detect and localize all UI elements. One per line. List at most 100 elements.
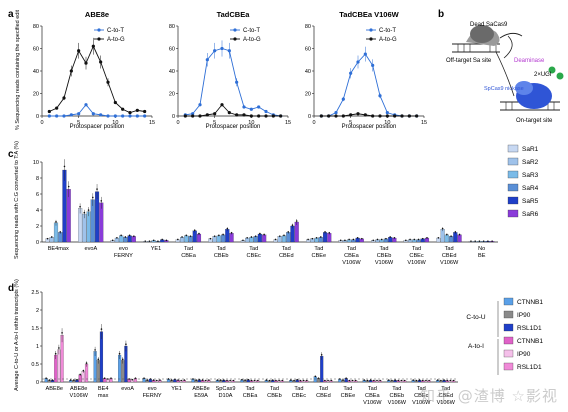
replicate-dot xyxy=(226,379,228,382)
y-tick-label: 0 xyxy=(36,240,39,246)
data-point xyxy=(341,97,345,101)
legend-swatch xyxy=(503,323,514,332)
y-tick-label: 2 xyxy=(36,224,39,230)
replicate-dot xyxy=(46,237,49,240)
data-point xyxy=(143,109,147,114)
replicate-dot xyxy=(354,379,357,382)
data-point xyxy=(69,113,73,117)
category-label: Tad xyxy=(184,246,193,252)
replicate-dot xyxy=(372,239,375,242)
group-label-atoi: A-to-I xyxy=(468,343,484,350)
replicate-dot xyxy=(58,347,60,349)
category-label: ABE8e xyxy=(46,386,63,392)
data-point xyxy=(143,114,147,118)
data-point xyxy=(198,114,202,118)
legend-label: IP90 xyxy=(517,351,531,358)
replicate-dot xyxy=(82,369,85,372)
replicate-dot xyxy=(287,231,290,233)
chart-title: ABE8e xyxy=(85,10,109,19)
replicate-dot xyxy=(159,379,161,381)
replicate-dot xyxy=(412,379,415,381)
replicate-dot xyxy=(452,379,455,382)
replicate-dot xyxy=(385,237,387,240)
replicate-dot xyxy=(128,378,130,380)
data-point xyxy=(235,80,239,84)
replicate-dot xyxy=(441,227,444,230)
category-label: CBEc xyxy=(409,253,424,259)
replicate-dot xyxy=(79,373,81,376)
replicate-dot xyxy=(413,238,416,241)
replicate-dot xyxy=(271,379,274,381)
replicate-dot xyxy=(342,379,344,381)
replicate-dot xyxy=(209,237,212,240)
replicate-dot xyxy=(458,233,461,236)
series-line-c-to-t xyxy=(321,53,417,117)
data-point xyxy=(62,114,66,118)
legend-label: CTNNB1 xyxy=(517,338,543,345)
replicate-dot xyxy=(94,349,96,351)
category-label: Tad xyxy=(294,386,303,392)
category-label: CBEe xyxy=(341,393,356,399)
replicate-dot xyxy=(185,234,188,237)
category-label: Tad xyxy=(245,386,254,392)
data-point xyxy=(191,112,195,116)
replicate-dot xyxy=(124,236,127,238)
bar xyxy=(99,202,104,243)
replicate-dot xyxy=(100,200,103,202)
y-tick-label: 20 xyxy=(305,92,311,98)
y-tick-label: 0 xyxy=(308,114,311,120)
replicate-dot xyxy=(208,379,210,381)
replicate-dot xyxy=(177,238,179,241)
data-point xyxy=(121,114,125,118)
category-label: CBEc xyxy=(247,253,262,259)
y-tick-label: 60 xyxy=(305,47,311,53)
category-label: CBEa xyxy=(243,393,259,399)
replicate-dot xyxy=(373,379,375,382)
data-point xyxy=(242,113,246,117)
replicate-dot xyxy=(293,379,295,382)
replicate-dot xyxy=(450,235,452,237)
replicate-dot xyxy=(100,328,103,330)
replicate-dot xyxy=(380,238,383,241)
replicate-dot xyxy=(230,231,233,234)
replicate-dot xyxy=(121,358,124,361)
y-tick-label: 0 xyxy=(36,114,39,120)
replicate-dot xyxy=(246,237,248,239)
replicate-dot xyxy=(482,240,485,242)
category-label: BE xyxy=(478,253,486,259)
replicate-dot xyxy=(229,379,231,382)
data-point xyxy=(227,111,231,115)
dead-sacas9-lobe xyxy=(470,25,494,43)
data-point xyxy=(198,103,202,107)
x-tick-label: 10 xyxy=(248,120,254,126)
replicate-dot xyxy=(116,237,118,239)
replicate-dot xyxy=(253,379,256,382)
category-label: Tad xyxy=(347,246,356,252)
legend-label: C-to-T xyxy=(107,28,124,34)
x-tick-label: 15 xyxy=(421,120,427,126)
replicate-dot xyxy=(152,239,155,242)
category-label: CBEa xyxy=(344,253,360,259)
data-point xyxy=(378,114,382,118)
replicate-dot xyxy=(219,379,222,381)
legend-marker xyxy=(369,28,373,32)
category-label: Tad xyxy=(314,246,323,252)
replicate-dot xyxy=(201,379,204,381)
replicate-dot xyxy=(120,234,122,237)
replicate-dot xyxy=(379,379,381,382)
replicate-dot xyxy=(324,379,326,382)
category-label: V106W xyxy=(388,400,407,406)
category-label: max xyxy=(98,393,109,399)
replicate-dot xyxy=(403,379,406,382)
replicate-dot xyxy=(250,379,253,382)
legend-label: CTNNB1 xyxy=(517,299,543,306)
replicate-dot xyxy=(232,379,235,382)
category-label: evoA xyxy=(84,246,97,252)
replicate-dot xyxy=(118,352,121,355)
replicate-dot xyxy=(446,233,448,236)
replicate-dot xyxy=(348,379,351,382)
label-off-target: Off-target Sa site xyxy=(446,58,492,64)
x-tick-label: 5 xyxy=(349,120,352,126)
category-label: Tad xyxy=(412,246,421,252)
